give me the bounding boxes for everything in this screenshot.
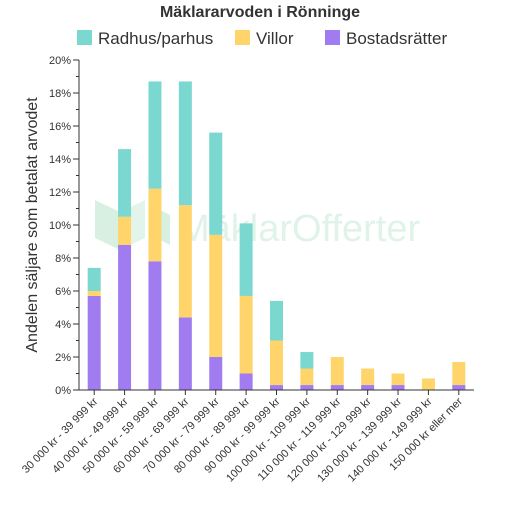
bar-segment-villor[interactable] [452,361,466,386]
bar-segment-radhus-parhus[interactable] [300,352,314,369]
legend-swatch [325,30,340,45]
y-tick-label: 16% [49,121,71,133]
bar-segment-bostadsr-tter[interactable] [300,385,314,390]
y-tick-label: 12% [49,187,71,199]
y-tick-label: 10% [49,220,71,232]
bar-segment-bostadsr-tter[interactable] [178,317,192,390]
y-tick-label: 6% [55,286,71,298]
bar-segment-bostadsr-tter[interactable] [361,385,375,390]
legend-item[interactable]: Bostadsrätter [325,29,447,48]
bar-segment-villor[interactable] [330,357,344,386]
legend-swatch [77,30,92,45]
bar-segment-bostadsr-tter[interactable] [391,385,405,390]
bar-segment-villor[interactable] [148,188,162,262]
bar-segment-radhus-parhus[interactable] [118,149,132,217]
bar-segment-radhus-parhus[interactable] [87,267,101,291]
bar-segment-villor[interactable] [209,234,223,357]
y-tick-label: 18% [49,88,71,100]
bar-segment-bostadsr-tter[interactable] [87,295,101,390]
bar-segment-bostadsr-tter[interactable] [118,244,132,390]
bar-segment-villor[interactable] [300,368,314,386]
y-axis-label: Andelen säljare som betalat arvodet [24,97,41,353]
bar-segment-bostadsr-tter[interactable] [330,385,344,390]
chart-title: Mäklararvoden i Rönninge [160,4,360,21]
bar-segment-villor[interactable] [421,378,435,390]
bar-segment-bostadsr-tter[interactable] [452,385,466,390]
bar-segment-villor[interactable] [239,295,253,374]
bar-segment-villor[interactable] [391,373,405,386]
y-tick-label: 4% [55,319,71,331]
bar-segment-bostadsr-tter[interactable] [239,373,253,391]
bar-segment-bostadsr-tter[interactable] [148,261,162,390]
bar-segment-bostadsr-tter[interactable] [270,385,283,390]
y-axis: 0% 2% 4% 6% 8% 10% 12% 14% 16% 18% 20% [49,55,80,397]
bar-segment-radhus-parhus[interactable] [178,81,192,206]
legend-label: Villor [256,29,294,48]
legend-label: Radhus/parhus [98,29,213,48]
bar-segment-bostadsr-tter[interactable] [209,357,223,390]
bars [87,81,466,391]
legend-item[interactable]: Villor [235,29,294,48]
y-tick-label: 20% [49,55,71,67]
bar-segment-radhus-parhus[interactable] [209,132,223,235]
legend-label: Bostadsrätter [346,29,447,48]
y-tick-label: 0% [55,385,71,397]
y-tick-label: 8% [55,253,71,265]
bar-segment-radhus-parhus[interactable] [239,223,253,296]
y-tick-label: 14% [49,154,71,166]
bar-segment-villor[interactable] [361,368,375,386]
legend: Radhus/parhus Villor Bostadsrätter [77,29,447,48]
bar-segment-radhus-parhus[interactable] [270,300,283,341]
legend-item[interactable]: Radhus/parhus [77,29,213,48]
bar-segment-radhus-parhus[interactable] [148,81,162,189]
bar-segment-villor[interactable] [270,340,283,386]
legend-swatch [235,30,250,45]
bar-segment-villor[interactable] [178,205,192,318]
bar-segment-villor[interactable] [118,216,132,245]
y-tick-label: 2% [55,352,71,364]
bar-segment-villor[interactable] [87,291,101,296]
watermark: MäklarOfferter [95,200,420,250]
